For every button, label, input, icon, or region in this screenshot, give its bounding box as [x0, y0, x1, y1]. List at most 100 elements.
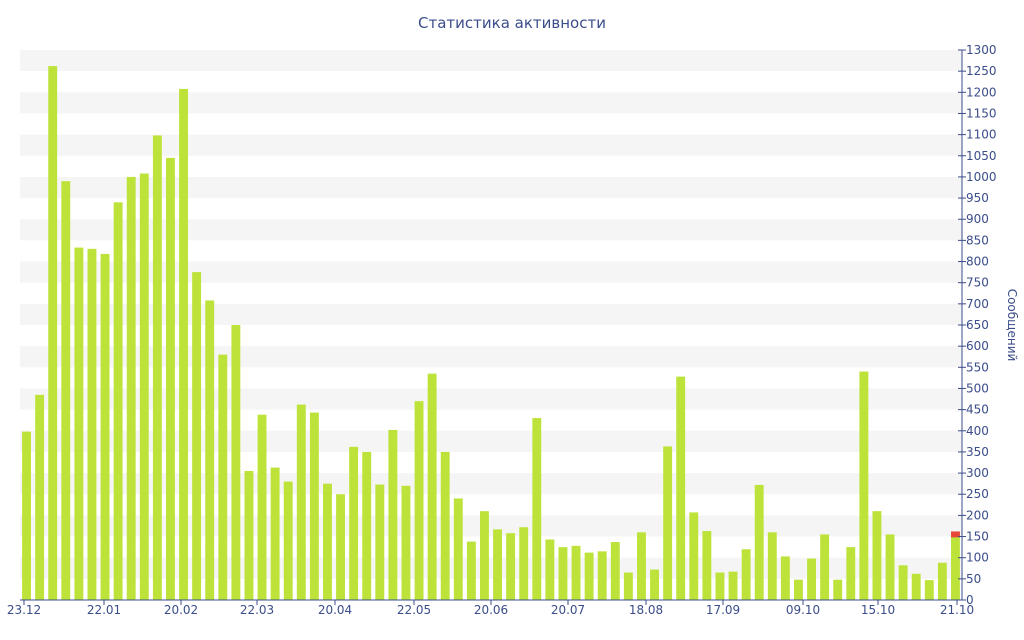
bar: [401, 485, 411, 600]
bar: [179, 88, 188, 600]
y-tick-label: 1200: [966, 85, 997, 99]
bar: [113, 202, 123, 601]
bar: [192, 272, 202, 600]
bar: [244, 470, 254, 600]
grid-band: [20, 219, 962, 241]
bar: [349, 446, 359, 600]
bar: [859, 371, 869, 600]
bar: [35, 394, 45, 600]
bar: [702, 531, 712, 600]
bar: [100, 253, 110, 600]
y-tick-label: 900: [966, 212, 989, 226]
bar: [571, 545, 581, 600]
bar: [637, 532, 646, 600]
bar: [414, 401, 424, 600]
grid-band: [20, 176, 962, 199]
bar: [257, 414, 267, 600]
bar: [61, 181, 71, 600]
bar: [152, 135, 162, 600]
y-tick-label: 550: [966, 360, 989, 374]
x-tick-label: 20.07: [551, 603, 585, 617]
y-tick-label: 700: [966, 297, 989, 311]
bar: [741, 549, 751, 600]
bar: [663, 446, 673, 600]
bar: [22, 431, 31, 600]
chart-title: Статистика активности: [418, 14, 606, 32]
x-tick-label: 22.01: [87, 603, 121, 617]
bar: [388, 429, 398, 600]
bar: [453, 498, 463, 600]
bar: [689, 512, 699, 600]
bar: [728, 571, 738, 600]
bar: [139, 173, 149, 601]
y-tick-label: 1100: [966, 128, 997, 142]
bar: [480, 511, 489, 600]
bar: [466, 541, 476, 600]
bar: [584, 552, 594, 600]
x-tick-label: 20.06: [474, 603, 508, 617]
y-tick-label: 0: [966, 593, 974, 607]
y-tick-label: 1250: [966, 64, 997, 78]
bar: [283, 481, 293, 600]
x-tick-label: 22.03: [240, 603, 274, 617]
grid-band: [20, 134, 962, 156]
bar: [309, 412, 319, 600]
y-tick-label: 350: [966, 445, 989, 459]
y-tick-label: 50: [966, 572, 981, 586]
grid-band: [20, 303, 962, 325]
bar: [807, 558, 816, 600]
bar: [623, 572, 633, 600]
grid-band: [20, 515, 962, 537]
bar: [767, 532, 777, 600]
x-tick-label: 17.09: [706, 603, 740, 617]
y-axis-label: Сообщений: [1005, 289, 1019, 362]
y-tick-label: 300: [966, 466, 989, 480]
bar: [205, 300, 215, 600]
y-tick-label: 750: [966, 276, 989, 290]
bar: [87, 248, 97, 600]
bar: [924, 580, 934, 600]
bar: [126, 176, 136, 600]
bar: [754, 484, 764, 600]
bar: [519, 527, 529, 600]
x-tick-label: 15.10: [861, 603, 895, 617]
bar: [650, 569, 659, 600]
bar: [166, 157, 175, 600]
bar: [231, 325, 241, 600]
y-tick-label: 600: [966, 339, 989, 353]
bar: [270, 467, 280, 600]
bar: [951, 531, 960, 600]
bar: [833, 579, 843, 600]
grid-band: [20, 261, 962, 283]
grid-band: [20, 473, 962, 495]
bar: [885, 534, 895, 600]
grid-band: [20, 346, 962, 368]
grid-band: [20, 557, 962, 579]
x-tick-label: 18.08: [629, 603, 663, 617]
y-tick-label: 1000: [966, 170, 997, 184]
y-tick-label: 150: [966, 530, 989, 544]
grid-band: [20, 388, 962, 410]
bar-highlight: [951, 531, 960, 538]
bar: [362, 451, 372, 600]
y-tick-label: 100: [966, 551, 989, 565]
bar: [794, 579, 803, 600]
bar: [911, 573, 921, 600]
y-tick-label: 450: [966, 403, 989, 417]
bar: [48, 66, 58, 601]
bar: [820, 534, 830, 600]
x-tick-label: 20.02: [164, 603, 198, 617]
bar: [597, 551, 607, 600]
y-tick-label: 200: [966, 508, 989, 522]
x-tick-label: 09.10: [786, 603, 820, 617]
bar: [610, 542, 620, 600]
x-tick-label: 22.05: [397, 603, 431, 617]
bar: [558, 547, 568, 600]
y-tick-label: 1050: [966, 149, 997, 163]
bar: [780, 556, 790, 600]
grid-band: [20, 430, 962, 452]
bar: [427, 373, 437, 600]
grid-band: [20, 92, 962, 114]
bar: [296, 404, 306, 600]
